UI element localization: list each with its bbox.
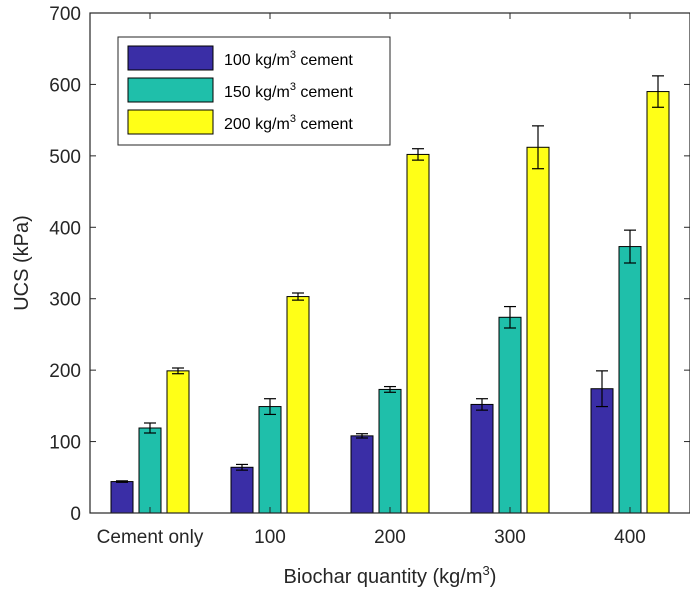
ticks-layer: Cement only 100 200 300 400 0 100 200 300 400 500 6… (49, 4, 690, 548)
x-tick-label-2: 200 (374, 527, 406, 548)
legend-label-0: 100 kg/m3 cement (224, 49, 353, 69)
bars-layer (110, 75, 670, 514)
bar-0-0 (110, 481, 134, 514)
y-tick-label-4: 400 (49, 218, 81, 239)
x-axis-title-suffix: ) (490, 566, 497, 588)
bar-2-1 (286, 296, 310, 514)
x-tick-label-0: Cement only (97, 527, 204, 548)
legend: 100 kg/m3 cement 150 kg/m3 cement 200 kg/m… (117, 36, 391, 146)
bar-1-1 (258, 406, 282, 514)
legend-swatch-0 (127, 45, 214, 71)
bar-0-4 (590, 388, 614, 514)
x-tick-label-4: 400 (614, 527, 646, 548)
legend-label-2: 200 kg/m3 cement (224, 113, 353, 133)
legend-swatch-1 (127, 77, 214, 103)
x-axis-title-sup: 3 (483, 563, 490, 578)
bar-2-0 (166, 370, 190, 514)
x-tick-label-1: 100 (254, 527, 286, 548)
x-axis-title-main: Biochar quantity (kg/m (284, 566, 483, 588)
bar-1-3 (498, 316, 522, 514)
bar-0-1 (230, 466, 254, 514)
bar-1-0 (138, 427, 162, 514)
bar-0-2 (350, 435, 374, 514)
y-tick-label-6: 600 (49, 75, 81, 96)
y-axis-title: UCS (kPa) (11, 215, 33, 311)
y-tick-label-3: 300 (49, 290, 81, 311)
bar-1-4 (618, 246, 642, 514)
y-tick-label-7: 700 (49, 4, 81, 25)
bar-2-2 (406, 153, 430, 514)
legend-label-1: 150 kg/m3 cement (224, 81, 353, 101)
bar-1-2 (378, 388, 402, 514)
x-axis-title: Biochar quantity (kg/m3) (284, 563, 497, 588)
bar-2-4 (646, 91, 670, 514)
x-tick-label-3: 300 (494, 527, 526, 548)
y-tick-label-5: 500 (49, 147, 81, 168)
bar-0-3 (470, 403, 494, 514)
y-tick-label-2: 200 (49, 361, 81, 382)
bar-2-3 (526, 146, 550, 514)
legend-swatch-2 (127, 109, 214, 135)
y-tick-label-1: 100 (49, 433, 81, 454)
y-tick-label-0: 0 (70, 504, 81, 525)
